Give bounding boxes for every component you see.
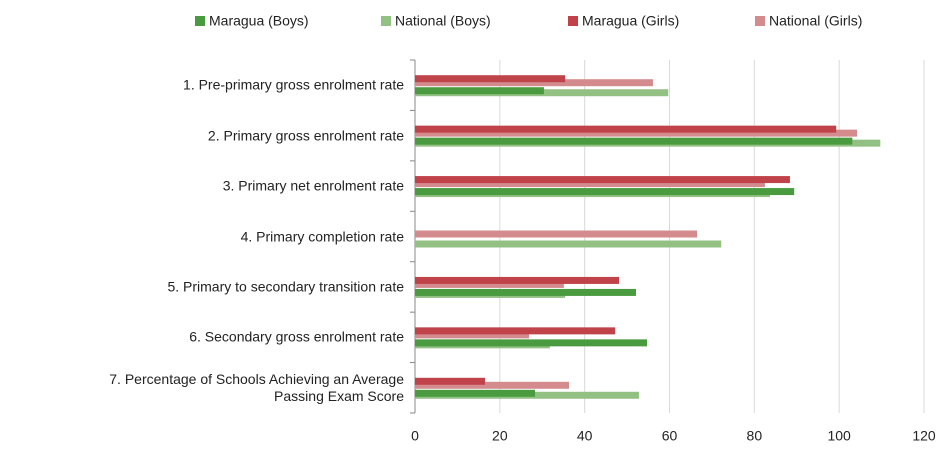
bar — [415, 125, 837, 133]
bar — [415, 327, 616, 335]
legend-label: Maragua (Girls) — [582, 13, 679, 29]
bar — [415, 339, 648, 347]
bar — [415, 389, 536, 397]
category-label: 3. Primary net enrolment rate — [222, 177, 404, 194]
bar — [415, 280, 564, 288]
category-label: 7. Percentage of Schools Achieving an Av… — [109, 370, 404, 404]
bar — [415, 288, 636, 296]
bar — [415, 79, 653, 87]
x-tick-label: 40 — [577, 428, 593, 444]
bar — [415, 230, 698, 238]
x-tick-label: 80 — [747, 428, 763, 444]
x-tick-label: 0 — [411, 428, 419, 444]
legend-swatch — [381, 16, 391, 26]
legend-label: National (Girls) — [769, 13, 862, 29]
legend-label: National (Boys) — [395, 13, 491, 29]
x-tick-label: 20 — [492, 428, 508, 444]
bar — [415, 381, 569, 389]
category-label: 4. Primary completion rate — [240, 228, 404, 244]
bar — [415, 180, 765, 188]
bar — [415, 240, 722, 248]
bar — [415, 176, 790, 184]
category-label: 2. Primary gross enrolment rate — [207, 127, 404, 144]
legend-swatch — [755, 16, 765, 26]
bar — [415, 188, 795, 196]
category-label: 5. Primary to secondary transition rate — [167, 278, 404, 295]
bar — [415, 276, 620, 284]
bar — [415, 75, 566, 83]
bar — [415, 87, 544, 95]
bar — [415, 331, 530, 339]
category-label: 6. Secondary gross enrolment rate — [189, 328, 404, 345]
x-tick-label: 120 — [912, 428, 936, 444]
legend-label: Maragua (Boys) — [209, 13, 309, 29]
x-tick-label: 60 — [662, 428, 678, 444]
legend-swatch — [195, 16, 205, 26]
bar — [415, 137, 853, 145]
bar — [415, 377, 485, 385]
legend-swatch — [568, 16, 578, 26]
category-label: 1. Pre-primary gross enrolment rate — [183, 76, 404, 93]
x-tick-label: 100 — [827, 428, 851, 444]
bar — [415, 129, 857, 137]
